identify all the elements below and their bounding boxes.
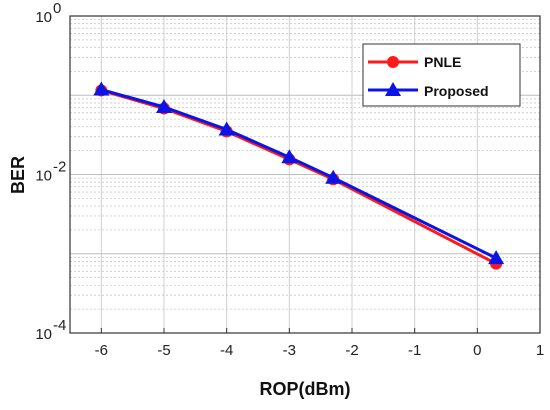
plot-frame	[69, 15, 541, 334]
data-point-proposed	[218, 121, 235, 136]
x-tick-label: 1	[536, 342, 544, 359]
x-axis-title: ROP(dBm)	[260, 379, 351, 399]
y-axis-title: BER	[8, 156, 28, 194]
x-tick-label: -4	[220, 342, 233, 359]
legend-label-proposed: Proposed	[424, 83, 489, 99]
y-tick-label: 10	[35, 9, 52, 26]
data-point-proposed	[93, 81, 110, 96]
data-point-proposed	[281, 149, 298, 164]
y-tick-exponent: -4	[53, 317, 66, 334]
y-tick-exponent: -2	[53, 159, 66, 176]
x-tick-label: -3	[283, 342, 296, 359]
data-point-proposed	[156, 99, 172, 114]
y-tick-label: 10	[35, 168, 52, 185]
x-tick-label: -2	[345, 342, 358, 359]
legend-marker-proposed	[385, 82, 401, 96]
y-tick-label: 10	[35, 326, 52, 343]
x-tick-label: -6	[95, 342, 108, 359]
series-line-proposed	[100, 88, 497, 260]
y-tick-exponent: 0	[53, 0, 61, 17]
x-tick-label: 0	[473, 342, 481, 359]
legend-marker-pnle	[387, 56, 399, 68]
legend-label-pnle: PNLE	[424, 54, 461, 70]
data-point-proposed	[325, 169, 342, 184]
x-tick-label: -1	[408, 342, 421, 359]
series-layer	[93, 81, 505, 270]
x-tick-label: -5	[157, 342, 170, 359]
data-point-proposed	[488, 250, 505, 265]
legend: PNLE Proposed	[362, 43, 521, 107]
